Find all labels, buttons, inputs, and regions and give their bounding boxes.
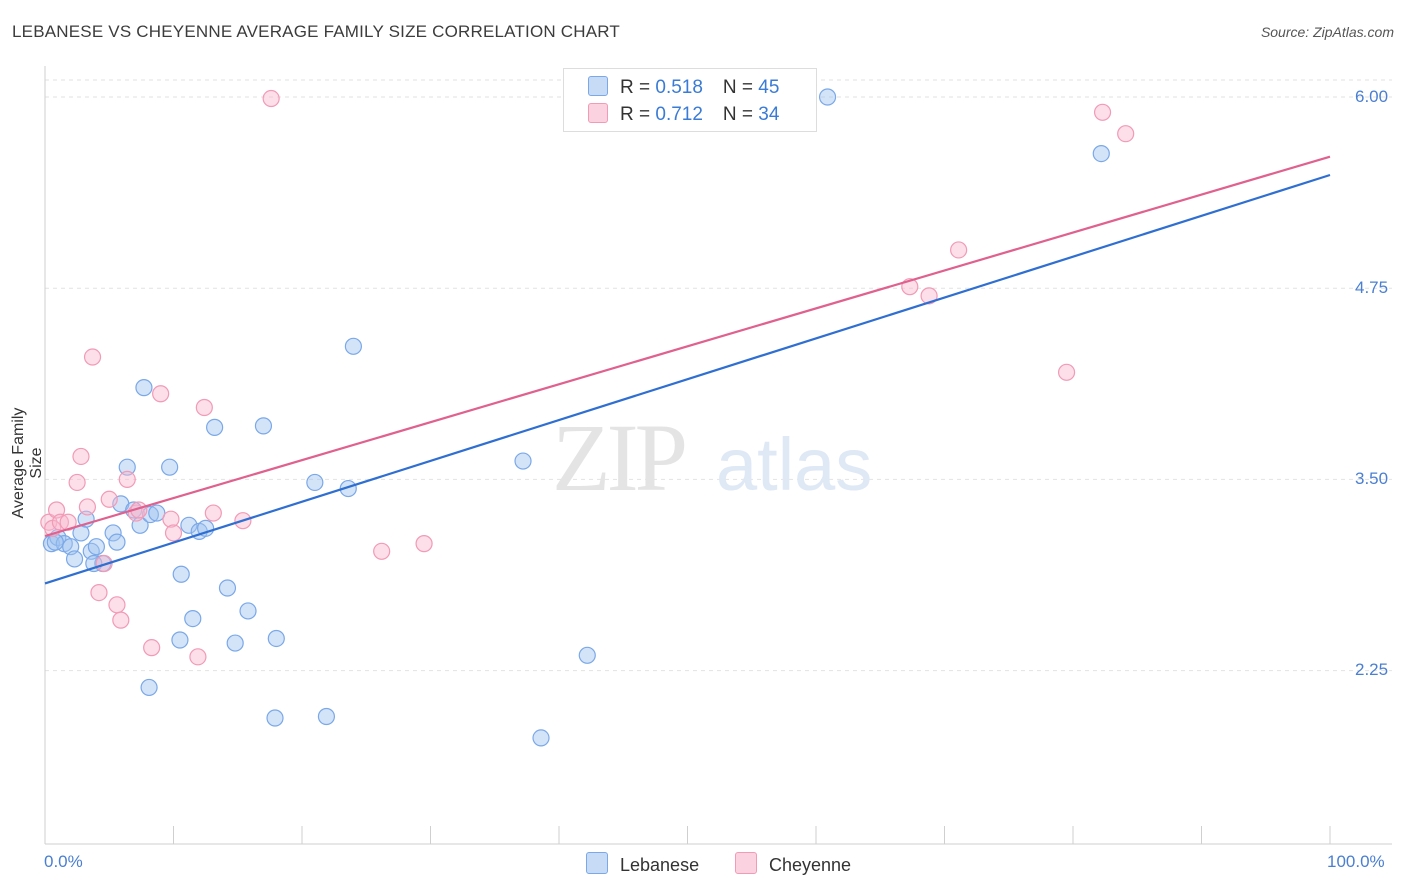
r-label: R =: [620, 77, 656, 98]
chart-title: LEBANESE VS CHEYENNE AVERAGE FAMILY SIZE…: [12, 22, 621, 41]
legend-item-cheyenne: Cheyenne: [735, 852, 851, 876]
lebanese-point: [239, 602, 257, 620]
cheyenne-point: [143, 639, 161, 657]
y-tick-label-3-50: 3.50: [1355, 469, 1389, 488]
lebanese-point: [578, 646, 596, 664]
y-tick-label-4-75: 4.75: [1355, 278, 1389, 297]
y-tick-label-6-00: 6.00: [1355, 87, 1389, 106]
n-value-lebanese: 45: [758, 77, 780, 98]
lebanese-point: [180, 516, 198, 534]
lebanese-point: [87, 538, 106, 556]
lebanese-point: [267, 629, 285, 648]
cheyenne-point: [1093, 103, 1112, 121]
r-value-cheyenne: 0.712: [655, 104, 703, 125]
cheyenne-point: [100, 490, 118, 508]
lebanese-point: [226, 634, 244, 652]
cheyenne-point: [195, 398, 213, 417]
cheyenne-point: [118, 470, 136, 488]
cheyenne-point: [262, 89, 280, 108]
cheyenne-point: [204, 504, 222, 522]
lebanese-point: [46, 533, 64, 551]
cheyenne-point: [920, 287, 938, 305]
lebanese-point: [514, 452, 532, 470]
lebanese-point: [206, 418, 224, 436]
lebanese-point: [317, 707, 336, 726]
correlation-legend: R = 0.518 N = 45 R = 0.712 N = 34: [563, 68, 817, 132]
legend-row-cheyenne: R = 0.712 N = 34: [588, 103, 779, 126]
cheyenne-point: [112, 611, 130, 629]
lebanese-swatch: [588, 76, 608, 96]
cheyenne-point: [127, 504, 145, 522]
cheyenne-point: [1117, 125, 1135, 143]
legend-label-cheyenne: Cheyenne: [769, 855, 852, 875]
watermark: ZIP atlas: [552, 404, 872, 511]
lebanese-point: [161, 458, 179, 476]
watermark-atlas: atlas: [716, 423, 872, 506]
cheyenne-point: [1057, 363, 1076, 381]
cheyenne-point: [164, 524, 183, 542]
cheyenne-point: [72, 447, 90, 466]
lebanese-point: [172, 565, 190, 583]
lebanese-point: [218, 579, 237, 597]
y-tick-label-2-25: 2.25: [1355, 660, 1389, 679]
lebanese-point: [818, 88, 837, 106]
lebanese-point: [532, 729, 550, 747]
y-axis-label: Average Family Size: [10, 407, 45, 519]
lebanese-point: [306, 473, 324, 492]
legend-label-lebanese: Lebanese: [620, 855, 700, 875]
cheyenne-point: [90, 583, 108, 602]
cheyenne-point: [68, 473, 86, 492]
cheyenne-trend-line: [44, 155, 1331, 538]
n-label: N =: [722, 104, 759, 125]
lebanese-point: [108, 533, 126, 551]
lebanese-point: [254, 417, 273, 435]
lebanese-point: [184, 609, 202, 628]
watermark-zip: ZIP: [552, 404, 685, 511]
cheyenne-legend-swatch: [735, 852, 757, 874]
x-tick-label-min: 0.0%: [44, 852, 83, 871]
lebanese-point: [148, 504, 166, 522]
grid-lines: [45, 79, 1392, 672]
lebanese-point: [118, 458, 136, 476]
x-tick-label-max: 100.0%: [1327, 852, 1385, 871]
cheyenne-point: [108, 596, 126, 614]
source-credit: Source: ZipAtlas.com: [1260, 24, 1394, 40]
legend-row-lebanese: R = 0.518 N = 45: [588, 76, 779, 99]
lebanese-trend-line: [44, 173, 1331, 585]
legend-item-lebanese: Lebanese: [586, 852, 699, 876]
cheyenne-point: [415, 535, 433, 553]
lebanese-point: [266, 709, 284, 727]
lebanese-point: [1092, 144, 1110, 163]
trend-lines: [44, 155, 1331, 585]
cheyenne-point: [162, 510, 180, 528]
lebanese-point: [171, 631, 189, 649]
cheyenne-point: [189, 648, 207, 666]
lebanese-point: [344, 337, 362, 355]
data-points: [40, 88, 1135, 747]
r-value-lebanese: 0.518: [655, 77, 703, 98]
lebanese-legend-swatch: [586, 852, 608, 874]
r-label: R =: [620, 104, 656, 125]
lebanese-point: [197, 519, 215, 537]
n-value-cheyenne: 34: [758, 104, 780, 125]
lebanese-point: [65, 550, 84, 568]
lebanese-point: [135, 379, 153, 397]
cheyenne-point: [950, 241, 968, 259]
lebanese-point: [104, 524, 122, 542]
cheyenne-point: [83, 348, 102, 366]
cheyenne-point: [373, 542, 391, 560]
cheyenne-swatch: [588, 103, 608, 123]
n-label: N =: [722, 77, 759, 98]
axes: [44, 66, 1392, 845]
cheyenne-point: [152, 385, 170, 403]
cheyenne-point: [78, 498, 97, 516]
lebanese-point: [140, 678, 158, 697]
